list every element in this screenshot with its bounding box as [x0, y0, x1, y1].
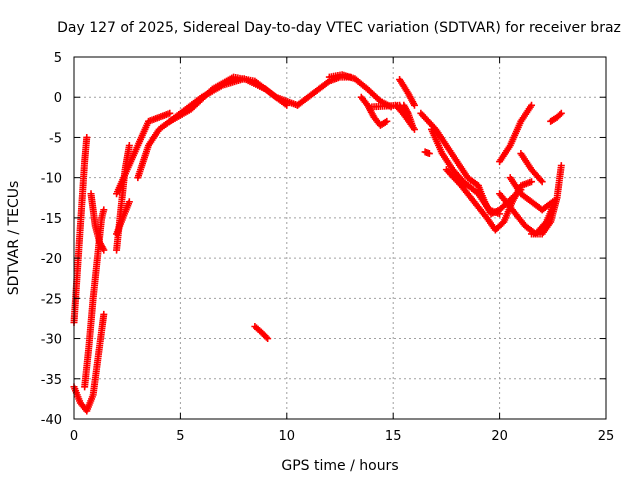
series-arc-04: [87, 190, 108, 254]
data-point: [410, 125, 418, 133]
data-point: [528, 178, 536, 186]
data-point: [408, 121, 416, 129]
data-point: [125, 198, 133, 206]
data-point: [166, 109, 174, 117]
y-axis-label: SDTVAR / TECUs: [6, 181, 22, 296]
data-point: [425, 150, 433, 158]
y-tick-label: -30: [41, 333, 62, 348]
y-tick-label: 5: [54, 51, 62, 66]
series-arc-22: [496, 101, 536, 166]
y-tick-label: -20: [41, 252, 62, 267]
series-arc-18: [442, 166, 536, 234]
data-point: [100, 246, 108, 254]
y-tick-label: -25: [41, 292, 62, 307]
series-arc-20: [496, 190, 559, 238]
x-tick-label: 15: [385, 429, 402, 444]
y-tick-label: -40: [41, 413, 62, 428]
data-point: [557, 109, 565, 117]
data-point: [264, 335, 272, 343]
series-arc-21: [506, 174, 557, 214]
axis-ticks: 0 5 10 15 20 25 5 0 -5 -10 -15 -20 -25 -30 -35 -40: [41, 51, 615, 444]
series-arc-23: [517, 150, 546, 186]
series-arc-25: [547, 109, 565, 125]
data-point: [383, 117, 391, 125]
data-point: [125, 141, 133, 149]
grid-lines: [74, 57, 606, 419]
series-arc-28: [368, 101, 408, 117]
data-point: [556, 111, 564, 119]
y-tick-label: -10: [41, 172, 62, 187]
chart-title: Day 127 of 2025, Sidereal Day-to-day VTE…: [57, 20, 621, 36]
plot-frame: [73, 56, 607, 420]
x-tick-label: 10: [279, 429, 296, 444]
x-axis-label: GPS time / hours: [281, 458, 398, 474]
data-point: [83, 133, 91, 141]
x-tick-label: 25: [598, 429, 615, 444]
series-arc-26: [251, 322, 272, 343]
series-arc-27: [421, 148, 433, 158]
y-tick-label: -5: [49, 131, 62, 146]
data-point: [410, 101, 418, 109]
data-point: [100, 310, 108, 318]
x-tick-label: 0: [70, 429, 78, 444]
y-tick-label: 0: [54, 91, 62, 106]
data-points: [70, 71, 565, 415]
series-arc-11: [325, 71, 395, 111]
series-arc-15: [396, 76, 418, 109]
series-arc-06: [113, 109, 174, 198]
series-arc-02: [70, 310, 108, 415]
data-point: [400, 109, 408, 117]
y-tick-label: -35: [41, 373, 62, 388]
series-arc-07: [113, 198, 133, 238]
series-arc-24: [528, 162, 565, 238]
y-tick-label: -15: [41, 212, 62, 227]
data-point: [547, 199, 555, 207]
series-arc-09: [166, 73, 301, 125]
x-tick-label: 5: [176, 429, 184, 444]
data-point: [537, 176, 545, 184]
data-point: [538, 178, 546, 186]
data-point: [557, 162, 565, 170]
x-tick-label: 20: [491, 429, 508, 444]
series-arc-03: [81, 206, 108, 391]
series-arc-01: [70, 133, 91, 326]
series-arc-16: [417, 109, 482, 190]
data-point: [100, 206, 108, 214]
data-point: [262, 333, 270, 341]
data-point: [528, 101, 536, 109]
